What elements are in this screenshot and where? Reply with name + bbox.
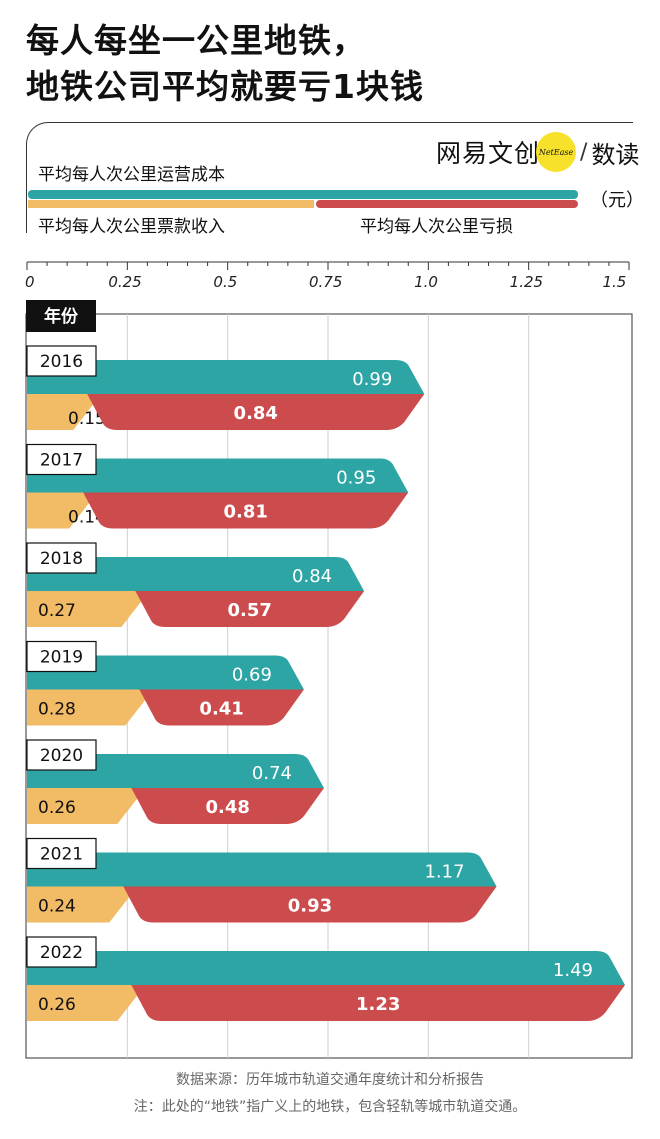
brand-sub: 数读 <box>591 140 640 169</box>
loss-value-label: 1.23 <box>356 994 400 1015</box>
revenue-value-label: 0.24 <box>38 897 76 917</box>
year-label: 2019 <box>40 648 83 668</box>
year-group-2016: 0.99 0.15 0.84 2016 <box>26 345 425 430</box>
legend-cost-label: 平均每人次公里运营成本 <box>38 165 225 185</box>
x-tick-label: 0.25 <box>108 273 142 291</box>
brand-logo: 网易文创 NetEase / 数读 <box>436 132 639 172</box>
x-tick-label: 1.0 <box>414 273 438 291</box>
year-label: 2021 <box>40 845 83 865</box>
source-note: 数据来源：历年城市轨道交通年度统计和分析报告 <box>176 1072 484 1088</box>
legend-bars <box>28 190 578 208</box>
cost-bar <box>27 754 324 788</box>
x-tick-label: 0.75 <box>309 273 343 291</box>
loss-bar <box>139 689 304 726</box>
brand-separator: / <box>580 139 588 165</box>
revenue-bar <box>27 689 154 726</box>
loss-value-label: 0.57 <box>228 600 272 621</box>
cost-value-label: 0.69 <box>232 665 272 686</box>
cost-value-label: 1.49 <box>553 960 593 981</box>
x-tick-label: 1.25 <box>509 273 544 291</box>
loss-value-label: 0.41 <box>199 699 243 720</box>
cost-value-label: 0.84 <box>292 566 332 587</box>
loss-value-label: 0.48 <box>205 797 249 818</box>
legend-frame <box>26 122 633 233</box>
year-group-2018: 0.84 0.27 0.57 2018 <box>26 542 365 627</box>
year-label: 2020 <box>40 746 83 766</box>
loss-bar <box>131 788 324 824</box>
revenue-bar <box>27 394 102 430</box>
revenue-bar <box>27 492 98 529</box>
loss-value-label: 0.81 <box>224 502 268 523</box>
loss-value-label: 0.93 <box>288 896 332 917</box>
loss-bar <box>131 985 625 1021</box>
year-label-box <box>26 936 97 968</box>
revenue-bar <box>27 788 146 824</box>
x-tick-label: 0 <box>25 273 35 291</box>
cost-value-label: 1.17 <box>424 862 464 883</box>
legend-loss-label: 平均每人次公里亏损 <box>360 217 513 237</box>
year-label: 2017 <box>40 451 83 471</box>
year-group-2019: 0.69 0.28 0.41 2019 <box>26 640 304 726</box>
cost-bar <box>27 852 497 887</box>
year-label-box <box>26 542 97 574</box>
year-label-box <box>26 739 97 771</box>
year-group-2021: 1.17 0.24 0.93 2021 <box>26 837 497 923</box>
loss-value-label: 0.84 <box>234 403 278 424</box>
loss-bar <box>135 591 365 627</box>
chart-title: 每人每坐一公里地铁， 地铁公司平均就要亏1块钱 <box>26 18 424 110</box>
cost-bar <box>27 557 365 591</box>
year-label: 2016 <box>40 352 83 372</box>
year-group-2020: 0.74 0.26 0.48 2020 <box>26 739 324 824</box>
revenue-value-label: 0.26 <box>38 995 76 1015</box>
revenue-value-label: 0.15 <box>68 409 106 429</box>
legend-cost-swatch <box>28 190 578 199</box>
year-label-box <box>26 837 97 870</box>
footnote: 注：此处的“地铁”指广义上的地铁，包含轻轨等城市轨道交通。 <box>133 1099 527 1115</box>
title-line-1: 每人每坐一公里地铁， <box>26 21 366 60</box>
revenue-bar <box>27 591 150 627</box>
year-label-box <box>26 345 97 377</box>
legend-revenue-label: 平均每人次公里票款收入 <box>38 217 225 237</box>
x-tick-label: 1.5 <box>602 273 627 291</box>
revenue-value-label: 0.28 <box>38 700 76 720</box>
legend-revenue-swatch <box>28 200 314 208</box>
loss-bar <box>87 394 425 430</box>
revenue-bar <box>27 886 138 923</box>
year-label: 2022 <box>40 943 83 963</box>
x-axis-ticks <box>26 261 630 270</box>
cost-bar <box>27 360 425 394</box>
loss-bar <box>83 492 409 529</box>
revenue-value-label: 0.27 <box>38 601 76 621</box>
plot-frame <box>25 313 633 1059</box>
unit-label: （元） <box>590 190 644 211</box>
revenue-bar <box>27 985 146 1021</box>
year-group-2022: 1.49 0.26 1.23 2022 <box>26 936 625 1021</box>
legend-loss-swatch <box>316 200 578 208</box>
loss-bar <box>123 886 497 923</box>
revenue-value-label: 0.26 <box>38 798 76 818</box>
title-line-2: 地铁公司平均就要亏1块钱 <box>26 67 424 106</box>
year-label-box <box>26 443 97 476</box>
brand-dot-icon: NetEase <box>536 132 577 172</box>
cost-value-label: 0.74 <box>252 763 292 784</box>
brand-name: 网易文创 <box>436 139 541 168</box>
cost-bar <box>27 458 409 493</box>
year-label: 2018 <box>40 549 83 569</box>
cost-value-label: 0.95 <box>336 468 376 489</box>
year-label-box <box>26 640 97 673</box>
cost-bar <box>27 951 625 985</box>
year-header-box <box>26 300 96 332</box>
cost-value-label: 0.99 <box>352 369 392 390</box>
x-tick-label: 0.5 <box>213 273 238 291</box>
year-header: 年份 <box>44 306 79 327</box>
